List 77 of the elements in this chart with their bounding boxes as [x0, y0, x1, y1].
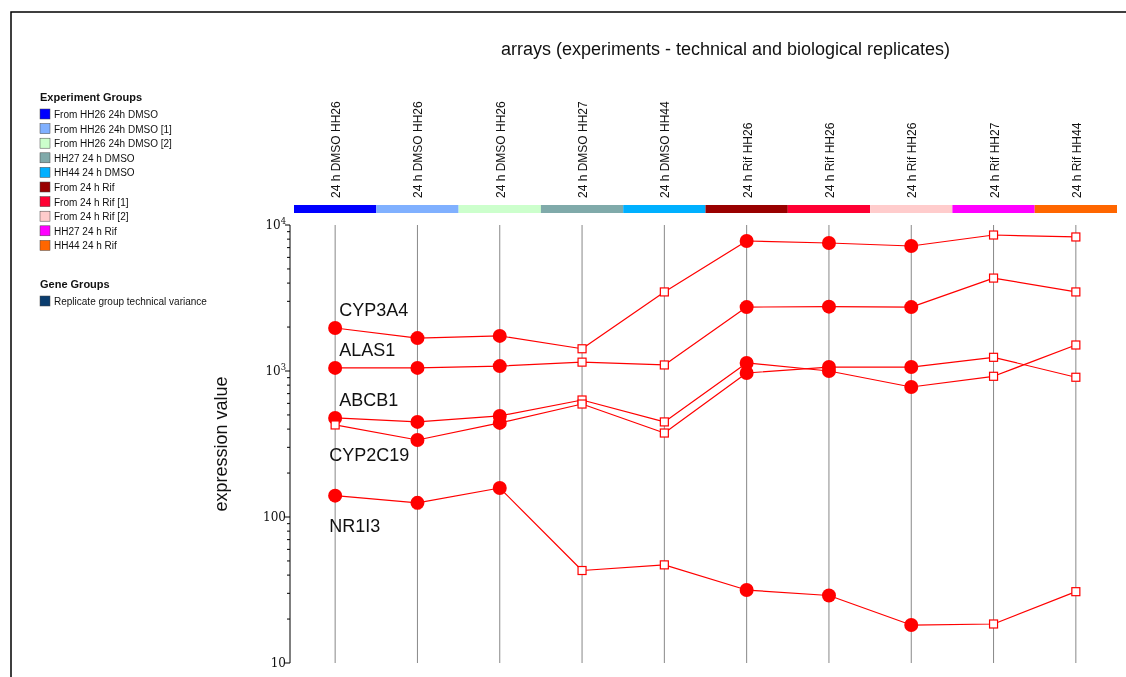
text: Replicate group technical variance	[54, 296, 208, 307]
point	[410, 331, 425, 346]
point	[988, 371, 999, 381]
point	[988, 619, 999, 629]
x-tick-label: 24 h DMSO HH27	[576, 100, 591, 198]
point	[659, 360, 669, 370]
text: From HH26 24h DMSO	[54, 109, 159, 120]
point	[410, 360, 425, 375]
point	[328, 360, 343, 375]
point	[1071, 340, 1081, 350]
point	[988, 230, 999, 240]
point	[904, 618, 919, 633]
point	[659, 560, 669, 570]
point	[410, 432, 425, 447]
point	[577, 565, 587, 576]
y-tick-label: 10$^{3}$	[265, 362, 286, 378]
x-tick-label: 24 h DMSO HH44	[658, 100, 673, 198]
point	[904, 300, 919, 315]
point	[904, 239, 919, 254]
text: From 24 h Rif [1]	[54, 196, 129, 208]
y-tick-label: 10$^{4}$	[265, 216, 286, 232]
y-tick-label: 100	[263, 510, 286, 524]
point	[492, 328, 507, 343]
point	[904, 380, 919, 394]
point	[1071, 372, 1081, 382]
point	[1071, 587, 1081, 597]
text: From 24 h Rif [2]	[54, 211, 129, 223]
series-label: CYP2C19	[329, 444, 410, 465]
point	[577, 399, 587, 409]
point	[492, 359, 507, 374]
text: From HH26 24h DMSO [1]	[54, 123, 173, 135]
point	[577, 357, 587, 367]
point	[328, 321, 343, 336]
point	[577, 344, 587, 354]
x-tick-label: 24 h DMSO HH26	[329, 100, 344, 198]
x-axis-title: arrays (experiments - technical and biological replicates)	[500, 39, 951, 59]
point	[821, 588, 836, 603]
text: Experiment Groups	[40, 91, 143, 103]
point	[659, 428, 669, 438]
point	[410, 414, 425, 429]
point	[739, 234, 754, 248]
point	[410, 495, 425, 510]
x-tick-label: 24 h Rif HH26	[905, 122, 920, 198]
point	[739, 366, 754, 380]
series-label: NR1I3	[329, 515, 381, 536]
text: HH44 24 h DMSO	[54, 167, 135, 179]
x-tick-label: 24 h Rif HH44	[1069, 122, 1084, 198]
x-tick-label: 24 h DMSO HH26	[411, 100, 426, 198]
text: HH44 24 h Rif	[54, 240, 118, 252]
point	[659, 417, 669, 427]
text: From HH26 24h DMSO [2]	[54, 138, 173, 150]
point	[739, 583, 754, 598]
point	[988, 273, 999, 283]
point	[739, 300, 754, 315]
text: HH27 24 h Rif	[54, 225, 118, 237]
point	[821, 299, 836, 314]
series-label: ABCB1	[339, 389, 399, 410]
y-axis-title: expression value	[211, 376, 231, 512]
point	[988, 352, 999, 362]
point	[904, 360, 919, 375]
x-tick-label: 24 h Rif HH26	[740, 122, 755, 198]
series-label: CYP3A4	[339, 300, 409, 321]
series-label: ALAS1	[339, 339, 396, 360]
y-tick-label: 10	[270, 656, 286, 670]
point	[330, 420, 340, 430]
point	[659, 287, 669, 297]
text: HH27 24 h DMSO	[54, 152, 135, 164]
x-tick-label: 24 h Rif HH26	[822, 122, 837, 198]
x-tick-label: 24 h DMSO HH26	[493, 100, 508, 198]
point	[328, 488, 343, 503]
point	[1071, 232, 1081, 242]
point	[821, 235, 836, 250]
text: From 24 h Rif	[54, 182, 115, 193]
text: Gene Groups	[40, 278, 110, 290]
x-tick-label: 24 h Rif HH27	[987, 122, 1002, 198]
point	[1071, 287, 1081, 297]
point	[492, 481, 507, 495]
